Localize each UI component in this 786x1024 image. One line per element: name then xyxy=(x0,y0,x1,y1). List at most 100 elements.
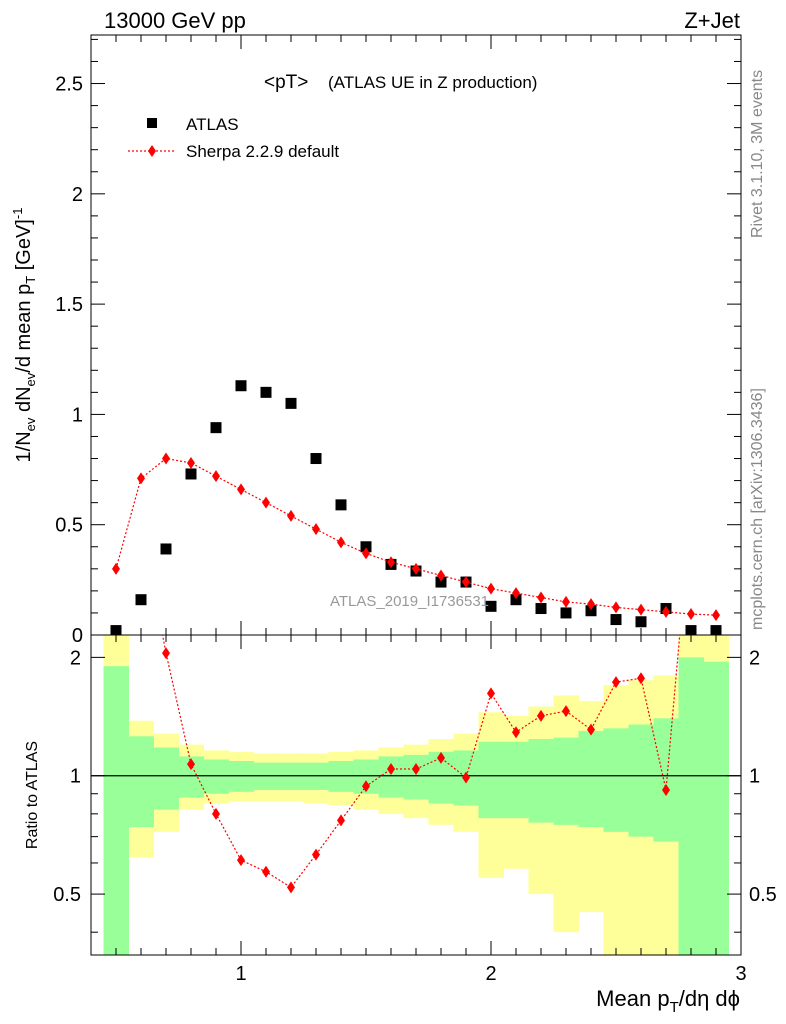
ratio-sherpa-point xyxy=(437,751,445,764)
ratio-inner-band-bin xyxy=(603,728,629,832)
main-y-tick-label: 2.5 xyxy=(55,74,83,96)
ratio-sherpa-point xyxy=(237,854,245,867)
ratio-sherpa-point xyxy=(587,723,595,736)
ratio-inner-band-bin xyxy=(203,759,229,794)
ratio-y-tick-label-right: 1 xyxy=(749,766,760,788)
sherpa-data-point xyxy=(412,562,420,575)
ratio-sherpa-point xyxy=(212,807,220,820)
ratio-y-tick-label: 0.5 xyxy=(53,884,81,906)
atlas-data-point xyxy=(485,600,497,612)
ratio-sherpa-point xyxy=(562,705,570,718)
ratio-inner-band-bin xyxy=(103,666,129,955)
ratio-sherpa-point xyxy=(662,783,670,796)
sherpa-data-point xyxy=(287,509,295,522)
atlas-data-point xyxy=(360,541,372,553)
ratio-sherpa-point xyxy=(687,502,695,514)
ratio-inner-band-bin xyxy=(578,730,604,828)
sherpa-data-point xyxy=(687,608,695,621)
sherpa-data-point xyxy=(512,587,520,600)
ratio-inner-band-bin xyxy=(653,718,679,842)
ratio-sherpa-point xyxy=(512,726,520,739)
ratio-inner-band-bin xyxy=(378,756,404,798)
ratio-sherpa-point xyxy=(362,780,370,793)
atlas-data-point xyxy=(435,576,447,588)
ratio-y-tick-label: 2 xyxy=(70,647,81,669)
ratio-inner-band-bin xyxy=(328,761,354,792)
sherpa-line xyxy=(115,457,717,616)
main-y-axis-label: 1/Nev dNev/d mean pT [GeV]-1 xyxy=(10,208,38,463)
ratio-sherpa-point xyxy=(337,814,345,827)
atlas-data-point xyxy=(335,499,347,511)
atlas-data-point xyxy=(635,616,647,628)
ratio-sherpa-point xyxy=(137,517,145,529)
legend: ATLAS Sherpa 2.2.9 default xyxy=(128,115,339,161)
legend-sherpa-marker xyxy=(148,145,156,157)
sherpa-data-point xyxy=(362,547,370,560)
ratio-sherpa-point xyxy=(412,763,420,776)
atlas-data-point xyxy=(235,380,247,392)
analysis-watermark: ATLAS_2019_I1736531 xyxy=(330,593,489,610)
sherpa-data-point xyxy=(612,601,620,614)
sherpa-data-point xyxy=(112,562,120,575)
plot-title: <pT> xyxy=(264,72,308,93)
main-panel-data xyxy=(110,380,722,635)
ratio-inner-band-bin xyxy=(128,736,154,828)
ratio-sherpa-point xyxy=(162,647,170,660)
ratio-sherpa-point xyxy=(112,307,120,319)
header-process-label: Z+Jet xyxy=(684,8,740,33)
ratio-inner-band-bin xyxy=(628,724,654,837)
ratio-inner-band-bin xyxy=(553,737,579,825)
main-y-tick-label: 0 xyxy=(72,625,83,647)
ratio-y-tick-label-right: 2 xyxy=(749,647,760,669)
sherpa-data-point xyxy=(187,456,195,469)
sherpa-data-point xyxy=(212,470,220,483)
legend-sherpa-label: Sherpa 2.2.9 default xyxy=(186,142,339,161)
ratio-sherpa-point xyxy=(312,848,320,861)
main-y-tick-label: 1.5 xyxy=(55,294,83,316)
sherpa-data-point xyxy=(162,452,170,465)
ratio-x-axis: 1 2 3 xyxy=(115,635,747,985)
atlas-data-point xyxy=(535,603,547,615)
mcplots-label: mcplots.cern.ch [arXiv:1306.3436] xyxy=(749,388,766,630)
plot-subtitle: (ATLAS UE in Z production) xyxy=(328,73,537,92)
atlas-data-point xyxy=(310,453,322,465)
sherpa-data-point xyxy=(137,472,145,485)
atlas-data-point xyxy=(285,397,297,409)
ratio-sherpa-point xyxy=(387,763,395,776)
ratio-inner-band-bin xyxy=(478,741,504,819)
atlas-data-point xyxy=(260,386,272,398)
x-axis-label: Mean pT/dη dϕ xyxy=(596,986,740,1016)
sherpa-data-point xyxy=(562,595,570,608)
ratio-inner-band-bin xyxy=(528,739,554,823)
ratio-inner-band-bin xyxy=(228,761,254,792)
sherpa-data-point xyxy=(337,536,345,549)
legend-atlas-label: ATLAS xyxy=(186,115,239,134)
ratio-sherpa-point xyxy=(637,672,645,685)
sherpa-data-point xyxy=(712,609,720,622)
main-panel: 0 0.5 1 1.5 2 2.5 <pT> (ATLAS UE in Z product… xyxy=(10,34,742,647)
x-tick-label: 1 xyxy=(235,963,246,985)
atlas-data-point xyxy=(585,605,597,617)
sherpa-data-point xyxy=(587,598,595,611)
main-y-axis: 0 0.5 1 1.5 2 2.5 xyxy=(55,38,741,647)
ratio-inner-band-bin xyxy=(403,754,429,800)
rivet-version-label: Rivet 3.1.10, 3M events xyxy=(749,70,766,238)
ratio-sherpa-point xyxy=(712,513,720,525)
sherpa-data-point xyxy=(312,523,320,536)
ratio-inner-band-bin xyxy=(678,657,704,955)
ratio-inner-band-bin xyxy=(153,747,179,810)
ratio-sherpa-point xyxy=(462,771,470,784)
atlas-data-point xyxy=(560,607,572,619)
sherpa-data-point xyxy=(387,556,395,569)
atlas-data-point xyxy=(185,468,197,480)
ratio-y-axis: 0.5 0.5 1 1 2 2 xyxy=(53,647,777,933)
sherpa-data-point xyxy=(637,603,645,616)
main-y-tick-label: 1 xyxy=(72,404,83,426)
ratio-panel: 0.5 0.5 1 1 2 2 1 2 3 Ratio to ATLAS Mean pT/dη… xyxy=(24,307,777,1016)
sherpa-data-point xyxy=(462,576,470,589)
atlas-data-point xyxy=(210,422,222,434)
ratio-y-axis-label: Ratio to ATLAS xyxy=(24,741,41,849)
x-tick-label: 2 xyxy=(485,963,496,985)
sherpa-data-point xyxy=(262,496,270,509)
